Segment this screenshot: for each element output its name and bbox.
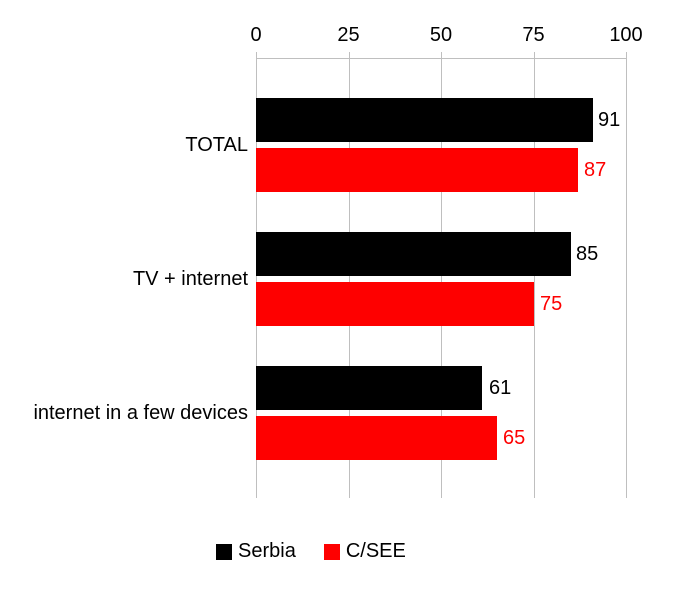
chart-container: 0 25 50 75 100 TOTAL TV + internet inter…	[0, 0, 680, 589]
value-label-serbia: 91	[598, 110, 620, 130]
x-tick-label: 0	[250, 24, 261, 47]
legend-item-serbia: Serbia	[216, 540, 296, 563]
x-tick-label: 50	[430, 24, 452, 47]
bar-csee	[256, 416, 497, 460]
bar-csee	[256, 148, 578, 192]
x-tick-label: 100	[609, 24, 642, 47]
category-label: internet in a few devices	[33, 402, 248, 424]
bar-csee	[256, 282, 534, 326]
legend-label: C/SEE	[346, 540, 406, 563]
gridline	[626, 58, 627, 498]
legend-label: Serbia	[238, 540, 296, 563]
value-label-serbia: 61	[489, 378, 511, 398]
legend-swatch-serbia	[216, 544, 232, 560]
legend-swatch-csee	[324, 544, 340, 560]
bar-serbia	[256, 232, 571, 276]
category-label: TV + internet	[133, 268, 248, 290]
value-label-csee: 87	[584, 160, 606, 180]
legend: Serbia C/SEE	[216, 540, 406, 563]
value-label-csee: 65	[503, 428, 525, 448]
value-label-csee: 75	[540, 294, 562, 314]
value-label-serbia: 85	[576, 244, 598, 264]
bar-serbia	[256, 98, 593, 142]
legend-item-csee: C/SEE	[324, 540, 406, 563]
bar-serbia	[256, 366, 482, 410]
x-tick-label: 25	[337, 24, 359, 47]
x-tick-label: 75	[522, 24, 544, 47]
category-label: TOTAL	[185, 134, 248, 156]
